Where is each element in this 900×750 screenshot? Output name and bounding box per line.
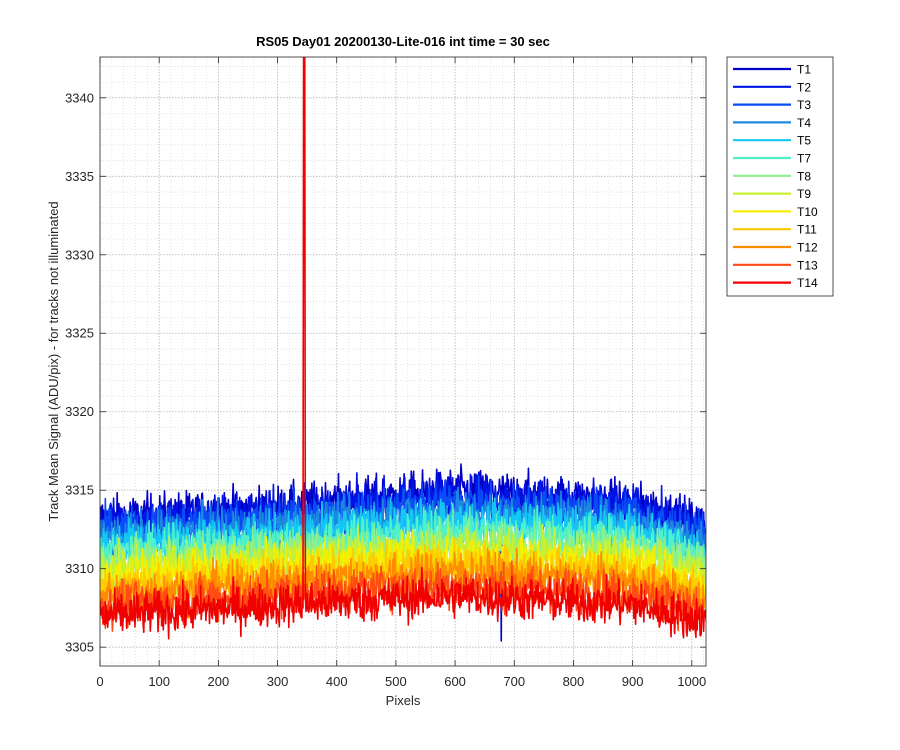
legend-label-t10: T10 xyxy=(797,205,818,219)
legend-label-t13: T13 xyxy=(797,258,818,272)
x-tick-label: 1000 xyxy=(677,674,706,689)
legend: T1 T2 T3 T4 T5 T7 T8 T9 T10 T11 T12 T13 T14 xyxy=(726,56,834,297)
x-tick-label: 800 xyxy=(563,674,585,689)
legend-label-t2: T2 xyxy=(797,80,811,94)
y-tick-label: 3325 xyxy=(65,326,94,341)
x-tick-label: 700 xyxy=(503,674,525,689)
axes-box xyxy=(99,56,707,667)
y-tick-label: 3340 xyxy=(65,90,94,105)
x-tick-label: 200 xyxy=(208,674,230,689)
series-line-t14 xyxy=(100,57,706,640)
legend-label-t3: T3 xyxy=(797,98,811,112)
y-axis-tick-labels: 3305 3310 3315 3320 3325 3330 3335 3340 xyxy=(65,90,94,654)
y-tick-label: 3315 xyxy=(65,483,94,498)
legend-label-t14: T14 xyxy=(797,276,818,290)
legend-label-t5: T5 xyxy=(797,134,811,148)
legend-label-t11: T11 xyxy=(797,223,817,237)
y-tick-label: 3330 xyxy=(65,247,94,262)
x-axis-label: Pixels xyxy=(386,693,421,708)
legend-label-t4: T4 xyxy=(797,116,811,130)
legend-label-t1: T1 xyxy=(797,63,811,77)
x-tick-label: 0 xyxy=(96,674,103,689)
legend-label-t8: T8 xyxy=(797,169,811,183)
x-axis-tick-labels: 0 100 200 300 400 500 600 700 800 900 1000 xyxy=(96,674,706,689)
y-axis-label: Track Mean Signal (ADU/pix) - for tracks… xyxy=(46,201,61,521)
x-tick-label: 400 xyxy=(326,674,348,689)
x-tick-label: 100 xyxy=(148,674,170,689)
legend-label-t12: T12 xyxy=(797,241,818,255)
x-tick-label: 900 xyxy=(622,674,644,689)
plot-area: 0 100 200 300 400 500 600 700 800 900 1000 3305 331… xyxy=(65,56,707,689)
chart-title: RS05 Day01 20200130-Lite-016 int time = … xyxy=(256,34,550,49)
legend-label-t9: T9 xyxy=(797,187,811,201)
y-tick-label: 3310 xyxy=(65,561,94,576)
x-tick-label: 300 xyxy=(267,674,289,689)
axis-ticks xyxy=(99,57,706,666)
y-tick-label: 3335 xyxy=(65,169,94,184)
x-tick-label: 500 xyxy=(385,674,407,689)
x-tick-label: 600 xyxy=(444,674,466,689)
series-lines xyxy=(100,57,706,642)
legend-label-t7: T7 xyxy=(797,152,811,166)
y-tick-label: 3320 xyxy=(65,404,94,419)
y-tick-label: 3305 xyxy=(65,640,94,655)
